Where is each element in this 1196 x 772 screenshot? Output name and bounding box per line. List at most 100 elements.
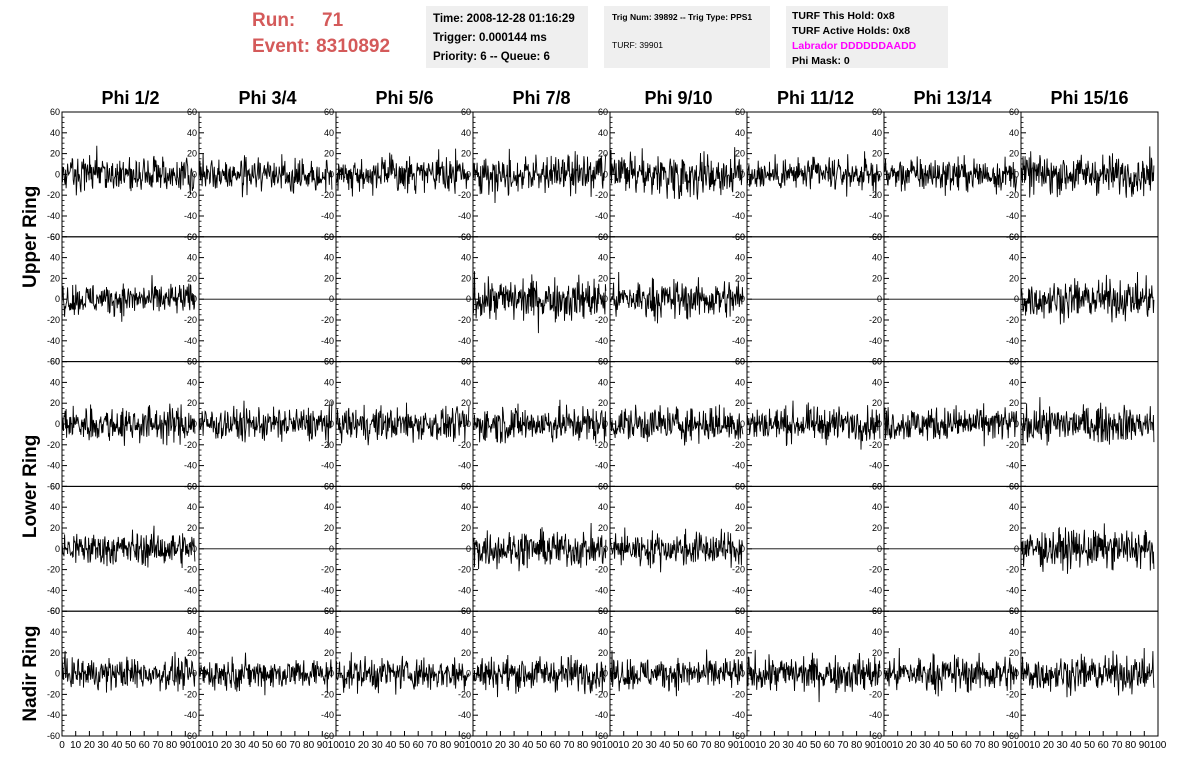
y-tick-label: -20 xyxy=(732,190,745,200)
waveform-trace xyxy=(1020,523,1155,574)
y-tick-label: -20 xyxy=(595,440,608,450)
x-tick-label: 60 xyxy=(687,740,699,751)
run-value: 71 xyxy=(322,10,344,31)
y-tick-label: 40 xyxy=(324,377,334,387)
waveform-trace xyxy=(1020,397,1155,446)
x-tick-label: 60 xyxy=(550,740,562,751)
y-tick-label: -60 xyxy=(732,731,745,741)
y-tick-label: -40 xyxy=(869,336,882,346)
y-tick-label: 60 xyxy=(872,107,882,117)
y-tick-label: 20 xyxy=(598,648,608,658)
x-tick-label: 80 xyxy=(166,740,178,751)
waveform-trace xyxy=(61,145,196,196)
turf-info-box: TURF This Hold: 0x8 TURF Active Holds: 0… xyxy=(786,6,948,68)
y-tick-label: -40 xyxy=(184,710,197,720)
waveform-trace xyxy=(61,403,196,446)
x-tick-label: 40 xyxy=(1070,740,1082,751)
y-tick-label: 60 xyxy=(598,107,608,117)
x-tick-label: 40 xyxy=(796,740,808,751)
waveform-trace xyxy=(609,527,744,573)
y-tick-label: -20 xyxy=(732,440,745,450)
waveform-trace xyxy=(746,151,881,198)
y-tick-label: 0 xyxy=(329,169,334,179)
y-tick-label: 20 xyxy=(187,398,197,408)
y-tick-label: -60 xyxy=(47,606,60,616)
y-tick-label: 0 xyxy=(329,544,334,554)
y-tick-label: 40 xyxy=(461,502,471,512)
y-tick-label: 20 xyxy=(735,648,745,658)
y-tick-label: -40 xyxy=(732,585,745,595)
y-tick-label: -60 xyxy=(47,731,60,741)
y-tick-label: 40 xyxy=(1009,502,1019,512)
y-tick-label: 20 xyxy=(461,273,471,283)
y-tick-label: 40 xyxy=(461,627,471,637)
x-tick-label: 80 xyxy=(988,740,1000,751)
y-tick-label: -40 xyxy=(321,211,334,221)
y-tick-label: -20 xyxy=(458,190,471,200)
y-tick-label: 40 xyxy=(872,502,882,512)
y-tick-label: 20 xyxy=(461,523,471,533)
y-tick-label: 60 xyxy=(324,232,334,242)
y-tick-label: -40 xyxy=(458,710,471,720)
x-tick-label: 40 xyxy=(385,740,397,751)
x-tick-label: 60 xyxy=(276,740,288,751)
y-tick-label: 60 xyxy=(735,357,745,367)
x-tick-label: 50 xyxy=(125,740,137,751)
y-tick-label: -20 xyxy=(458,689,471,699)
x-tick-label: 100 xyxy=(328,740,345,751)
y-tick-label: 20 xyxy=(598,149,608,159)
waveform-trace xyxy=(198,400,333,448)
x-tick-label: 50 xyxy=(399,740,411,751)
x-tick-label: 50 xyxy=(947,740,959,751)
x-tick-label: 20 xyxy=(358,740,370,751)
trigger-info-box: Trig Num: 39892 -- Trig Type: PPS1 TURF:… xyxy=(604,6,770,68)
y-tick-label: 20 xyxy=(187,273,197,283)
x-tick-label: 20 xyxy=(906,740,918,751)
y-tick-label: 60 xyxy=(598,481,608,491)
waveform-trace xyxy=(335,402,470,446)
y-tick-label: 60 xyxy=(735,232,745,242)
y-tick-label: -20 xyxy=(595,565,608,575)
event-value: 8310892 xyxy=(316,36,391,57)
y-tick-label: -40 xyxy=(869,461,882,471)
y-tick-label: 40 xyxy=(735,502,745,512)
y-tick-label: 60 xyxy=(735,606,745,616)
y-tick-label: 20 xyxy=(187,523,197,533)
y-tick-label: -40 xyxy=(732,461,745,471)
waveform-trace xyxy=(198,153,333,198)
labrador-text: Labrador DDDDDDAADD xyxy=(792,40,917,52)
trig-num-text: Trig Num: 39892 -- Trig Type: PPS1 xyxy=(612,12,753,22)
y-tick-label: -20 xyxy=(732,315,745,325)
time-info-box: Time: 2008-12-28 01:16:29 Trigger: 0.000… xyxy=(426,6,588,68)
waveform-trace xyxy=(609,649,744,697)
y-tick-label: 40 xyxy=(461,377,471,387)
y-tick-label: -20 xyxy=(47,315,60,325)
y-tick-label: -40 xyxy=(47,211,60,221)
ring-label: Lower Ring xyxy=(20,435,41,538)
y-tick-label: 40 xyxy=(324,253,334,263)
y-tick-label: 40 xyxy=(872,377,882,387)
y-tick-label: 20 xyxy=(1009,648,1019,658)
y-tick-label: 40 xyxy=(324,627,334,637)
y-tick-label: -20 xyxy=(184,440,197,450)
y-tick-label: 0 xyxy=(877,669,882,679)
y-tick-label: -20 xyxy=(184,190,197,200)
y-tick-label: 0 xyxy=(466,294,471,304)
y-tick-label: 60 xyxy=(1009,481,1019,491)
x-tick-label: 50 xyxy=(810,740,822,751)
x-tick-label: 10 xyxy=(1029,740,1041,751)
x-tick-label: 40 xyxy=(248,740,260,751)
y-tick-label: 20 xyxy=(872,273,882,283)
y-tick-label: 60 xyxy=(598,357,608,367)
y-tick-label: 60 xyxy=(50,232,60,242)
y-tick-label: 40 xyxy=(598,377,608,387)
x-tick-label: 20 xyxy=(221,740,233,751)
y-tick-label: -20 xyxy=(184,565,197,575)
y-tick-label: 40 xyxy=(187,128,197,138)
y-tick-label: 40 xyxy=(1009,128,1019,138)
y-tick-label: -60 xyxy=(595,731,608,741)
y-tick-label: -40 xyxy=(595,336,608,346)
x-tick-label: 90 xyxy=(1139,740,1151,751)
y-tick-label: 20 xyxy=(1009,398,1019,408)
x-tick-label: 10 xyxy=(755,740,767,751)
